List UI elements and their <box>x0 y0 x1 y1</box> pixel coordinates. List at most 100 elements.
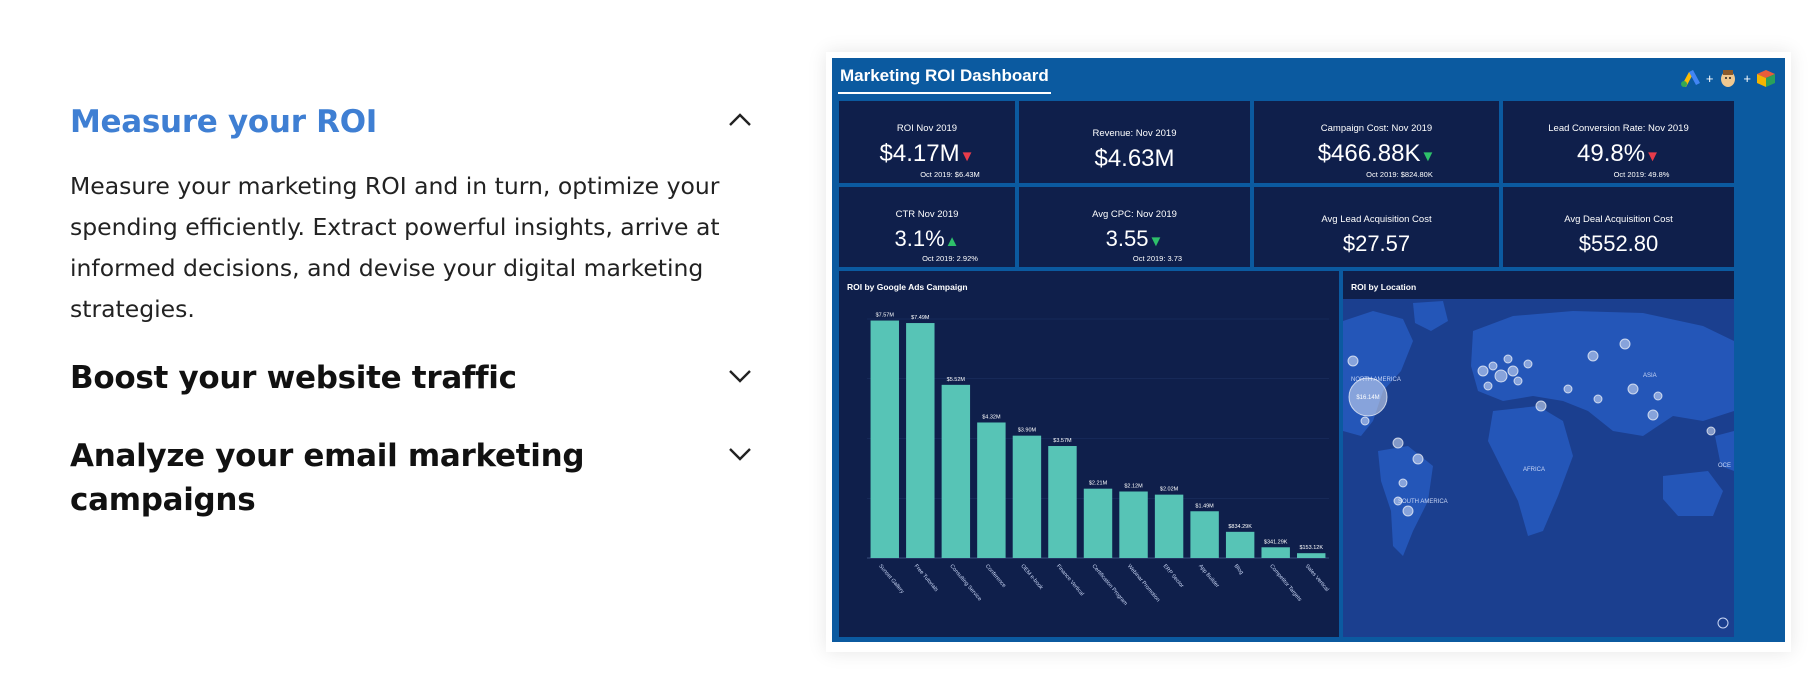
accordion-item-measure-roi: Measure your ROI Measure your marketing … <box>70 100 760 330</box>
bar-value-label: $341.29K <box>1264 539 1288 545</box>
kpi-value: 3.1% <box>894 226 945 251</box>
bar[interactable] <box>906 323 935 558</box>
kpi-card-lead-acquisition: Avg Lead Acquisition Cost $27.57 <box>1254 187 1499 267</box>
map-panel: ROI by Location NORTH AMERICA SOUTH AMER… <box>1343 271 1734 637</box>
bar-value-label: $153.12K <box>1299 545 1323 551</box>
accordion-title: Analyze your email marketing campaigns <box>70 438 585 518</box>
bar[interactable] <box>1225 531 1255 558</box>
kpi-label: Avg Deal Acquisition Cost <box>1564 214 1673 225</box>
accordion-header-measure-roi[interactable]: Measure your ROI <box>70 100 760 144</box>
world-map: NORTH AMERICA SOUTH AMERICA AFRICA ASIA … <box>1343 299 1734 637</box>
dashboard-title: Marketing ROI Dashboard <box>840 66 1049 85</box>
kpi-label: Avg CPC: Nov 2019 <box>1092 209 1177 220</box>
kpi-card-campaign-cost: Campaign Cost: Nov 2019 $466.88K▼ Oct 20… <box>1254 101 1499 183</box>
bubble-label: $16.14M <box>1356 395 1379 401</box>
bar-value-label: $5.52M <box>947 377 966 383</box>
kpi-label: Lead Conversion Rate: Nov 2019 <box>1548 123 1689 134</box>
kpi-value: 3.55 <box>1105 226 1149 251</box>
chevron-down-icon[interactable] <box>720 434 760 474</box>
kpi-comparison: Oct 2019: $824.80K <box>1366 170 1433 179</box>
bar-value-label: $3.90M <box>1018 428 1037 434</box>
category-label: Finance Vertical <box>1055 563 1085 597</box>
kpi-value: $552.80 <box>1578 231 1659 256</box>
bar-value-label: $2.21M <box>1089 481 1108 487</box>
kpi-card-roi: ROI Nov 2019 $4.17M▼ Oct 2019: $6.43M <box>839 101 1015 183</box>
category-label: Competitor Targets <box>1268 563 1303 603</box>
category-label: ERP Sector <box>1162 563 1185 589</box>
bar-value-label: $2.02M <box>1160 487 1179 493</box>
map-bubbles <box>1347 338 1716 517</box>
trend-down-green-icon: ▼ <box>1148 233 1164 250</box>
bar-value-label: $1.49M <box>1195 503 1214 509</box>
accordion-header-email-marketing[interactable]: Analyze your email marketing campaigns <box>70 434 760 522</box>
map-label: OCE <box>1718 463 1731 469</box>
bar[interactable] <box>1119 491 1148 558</box>
accordion-item-boost-traffic: Boost your website traffic <box>70 356 760 400</box>
kpi-card-deal-acquisition: Avg Deal Acquisition Cost $552.80 <box>1503 187 1734 267</box>
accordion-body-text: Measure your marketing ROI and in turn, … <box>70 172 720 323</box>
kpi-label: Revenue: Nov 2019 <box>1092 128 1177 139</box>
title-underline <box>838 92 1051 94</box>
google-ads-logo-icon <box>1680 70 1700 87</box>
category-label: Sunset Gallery <box>877 563 905 595</box>
bar-value-label: $7.57M <box>876 313 895 319</box>
accordion-title: Measure your ROI <box>70 104 378 140</box>
chevron-down-icon[interactable] <box>720 356 760 396</box>
chevron-up-icon[interactable] <box>720 100 760 140</box>
trend-down-red-icon: ▼ <box>959 148 975 165</box>
category-label: Sales Vertical <box>1304 563 1330 592</box>
kpi-card-avg-cpc: Avg CPC: Nov 2019 3.55▼ Oct 2019: 3.73 <box>1019 187 1250 267</box>
map-label: AFRICA <box>1523 467 1545 473</box>
bar[interactable] <box>941 384 971 558</box>
bar[interactable] <box>977 422 1006 558</box>
kpi-value: 49.8% <box>1577 140 1646 167</box>
accordion-header-boost-traffic[interactable]: Boost your website traffic <box>70 356 760 400</box>
map-label: SOUTH AMERICA <box>1398 499 1448 505</box>
roi-bar-chart: $7.57M Sunset Gallery $7.49M Free Tutorials… <box>867 313 1330 607</box>
bar-value-label: $2.12M <box>1124 483 1143 489</box>
kpi-label: CTR Nov 2019 <box>895 209 959 220</box>
kpi-label: Campaign Cost: Nov 2019 <box>1320 123 1433 134</box>
kpi-label: Avg Lead Acquisition Cost <box>1321 214 1432 225</box>
kpi-comparison: Oct 2019: $6.43M <box>920 170 980 179</box>
kpi-card-ctr: CTR Nov 2019 3.1%▲ Oct 2019: 2.92% <box>839 187 1015 267</box>
trend-down-red-icon: ▼ <box>1645 148 1660 165</box>
panel-title: ROI by Google Ads Campaign <box>847 282 968 292</box>
bar-value-label: $834.29K <box>1228 524 1252 530</box>
category-label: Conference <box>984 563 1007 589</box>
bar[interactable] <box>1012 435 1042 558</box>
bar-value-label: $3.57M <box>1053 438 1072 444</box>
kpi-value: $4.63M <box>1094 145 1175 172</box>
kpi-card-lead-conversion: Lead Conversion Rate: Nov 2019 49.8%▼ Oc… <box>1503 101 1734 183</box>
bar[interactable] <box>1083 488 1113 558</box>
kpi-value: $27.57 <box>1342 231 1411 256</box>
kpi-card-revenue: Revenue: Nov 2019 $4.63M <box>1019 101 1250 183</box>
bar[interactable] <box>1154 494 1184 558</box>
bar[interactable] <box>870 320 899 558</box>
kpi-comparison: Oct 2019: 3.73 <box>1132 254 1183 263</box>
bar-value-label: $4.32M <box>982 414 1001 420</box>
kpi-comparison: Oct 2019: 49.8% <box>1613 170 1670 179</box>
bar[interactable] <box>1261 547 1290 558</box>
trend-down-green-icon: ▼ <box>1420 148 1436 165</box>
category-label: App Builder <box>1197 563 1220 589</box>
category-label: Free Tutorials <box>913 563 939 593</box>
category-label: Blog <box>1233 563 1245 575</box>
marketing-roi-dashboard: Marketing ROI Dashboard + + ROI Nov 2019… <box>832 58 1785 642</box>
trend-up-green-icon: ▲ <box>944 233 960 250</box>
bar[interactable] <box>1297 553 1326 558</box>
map-info-icon[interactable] <box>1717 617 1729 629</box>
panel-title: ROI by Location <box>1351 282 1417 292</box>
integration-logos: + + <box>1680 68 1777 88</box>
bar-chart-panel: ROI by Google Ads Campaign $7.57M Sunset … <box>839 271 1339 637</box>
accordion-title: Boost your website traffic <box>70 360 517 396</box>
bar[interactable] <box>1048 446 1077 558</box>
category-label: Webinar Promotion <box>1126 563 1161 603</box>
kpi-value: $466.88K <box>1317 140 1421 167</box>
bar-value-label: $7.49M <box>911 315 930 321</box>
kpi-label: ROI Nov 2019 <box>896 123 958 134</box>
bar[interactable] <box>1190 511 1219 558</box>
map-label: ASIA <box>1643 373 1657 379</box>
plus-separator: + <box>1705 70 1714 86</box>
kpi-value: $4.17M <box>879 140 960 167</box>
